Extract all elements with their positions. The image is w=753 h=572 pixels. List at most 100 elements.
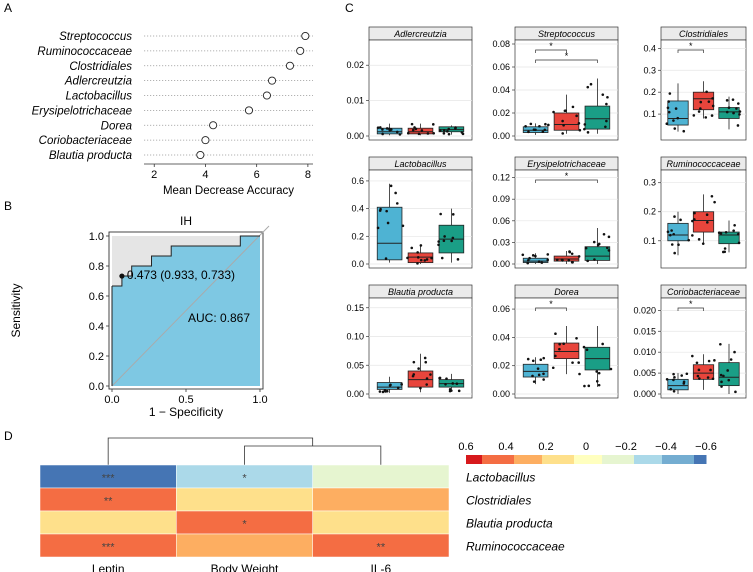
legend-swatch bbox=[622, 455, 627, 464]
data-point bbox=[442, 239, 446, 243]
box-red bbox=[692, 91, 715, 111]
significance-star: * bbox=[242, 473, 247, 485]
legend-swatch bbox=[494, 455, 499, 464]
data-point bbox=[570, 260, 574, 264]
data-point bbox=[669, 387, 673, 391]
significance-label: * bbox=[549, 41, 553, 51]
data-point bbox=[732, 229, 735, 232]
significance-star: ** bbox=[377, 542, 386, 554]
y-tick-label: 0.6 bbox=[351, 176, 364, 186]
data-point bbox=[680, 374, 684, 377]
legend-swatch bbox=[614, 455, 619, 464]
y-tick-label: 0.10 bbox=[346, 332, 364, 342]
legend-swatch bbox=[654, 455, 659, 464]
category-label: Streptococcus bbox=[59, 31, 132, 43]
data-point bbox=[733, 350, 736, 354]
legend-swatch bbox=[518, 455, 523, 464]
y-tick-label: 0.8 bbox=[89, 261, 104, 273]
boxplot-dorea: Dorea 0.00 0.02 0.04 0.06 * bbox=[492, 284, 619, 399]
legend-swatch bbox=[474, 455, 479, 464]
y-tick-label: 0.06 bbox=[492, 304, 510, 314]
roc-upper-region bbox=[112, 236, 260, 286]
x-tick-label: 2 bbox=[151, 169, 157, 181]
data-point bbox=[734, 390, 737, 394]
legend-swatch bbox=[550, 455, 555, 464]
data-point bbox=[604, 125, 607, 129]
boxplot-adlercreutzia: Adlercreutzia 0.00 0.01 0.02 bbox=[346, 26, 473, 141]
data-point bbox=[420, 129, 424, 132]
data-point bbox=[673, 251, 676, 255]
data-point bbox=[416, 256, 420, 259]
data-point bbox=[554, 354, 557, 358]
data-point bbox=[713, 359, 716, 362]
data-point bbox=[673, 215, 676, 218]
panel-label-d: D bbox=[4, 429, 13, 443]
data-point bbox=[400, 383, 403, 386]
data-point bbox=[541, 130, 545, 134]
data-point bbox=[395, 202, 399, 205]
legend-swatch bbox=[702, 455, 707, 464]
data-point bbox=[721, 250, 725, 254]
legend-swatch bbox=[626, 455, 631, 464]
data-point bbox=[597, 383, 601, 387]
heatmap-cell bbox=[312, 510, 450, 535]
significance-star: *** bbox=[102, 473, 116, 485]
legend-swatch bbox=[662, 455, 667, 464]
data-point bbox=[416, 251, 419, 254]
legend-tick-label: 0.6 bbox=[458, 441, 473, 453]
significance-bracket bbox=[535, 49, 567, 53]
data-point bbox=[532, 380, 536, 383]
data-point bbox=[698, 377, 701, 380]
data-point bbox=[412, 360, 416, 364]
x-tick-label: 4 bbox=[202, 169, 208, 181]
auc-label: AUC: 0.867 bbox=[188, 311, 250, 325]
data-point bbox=[705, 90, 708, 94]
data-point bbox=[577, 121, 581, 125]
y-tick-label: 0.02 bbox=[492, 361, 510, 371]
y-tick-label: 0.1 bbox=[643, 236, 656, 246]
data-point bbox=[539, 358, 543, 362]
data-point bbox=[707, 100, 711, 103]
data-point bbox=[605, 246, 609, 250]
data-point bbox=[597, 371, 601, 375]
roc-title: IH bbox=[180, 214, 192, 228]
data-point bbox=[438, 129, 442, 132]
facet-title: Adlercreutzia bbox=[393, 29, 447, 39]
importance-point bbox=[285, 61, 295, 70]
data-point bbox=[398, 133, 402, 136]
boxplot-clostridiales: Clostridiales 0.1 0.2 0.3 0.4 * bbox=[643, 26, 747, 141]
data-point bbox=[682, 129, 686, 133]
y-tick-label: 0.04 bbox=[492, 332, 510, 342]
y-tick-label: 0.005 bbox=[633, 368, 656, 378]
data-point bbox=[727, 106, 731, 109]
facet-title: Coriobacteriaceae bbox=[667, 287, 740, 297]
significance-star: *** bbox=[102, 542, 116, 554]
data-point bbox=[738, 110, 742, 113]
data-point bbox=[699, 100, 703, 104]
box-red bbox=[407, 127, 434, 135]
data-point bbox=[583, 127, 586, 131]
legend-swatch bbox=[502, 455, 507, 464]
data-point bbox=[666, 106, 670, 110]
data-point bbox=[537, 373, 541, 377]
legend-swatch bbox=[658, 455, 663, 464]
data-point bbox=[691, 354, 694, 358]
data-point bbox=[536, 367, 540, 370]
y-tick-label: 0.015 bbox=[633, 326, 656, 336]
legend-swatch bbox=[478, 455, 483, 464]
data-point bbox=[551, 366, 555, 370]
importance-point bbox=[267, 76, 277, 85]
importance-point bbox=[209, 121, 218, 130]
data-point bbox=[426, 132, 430, 135]
data-point bbox=[455, 382, 459, 386]
y-tick-label: 0.0 bbox=[351, 259, 364, 269]
data-point bbox=[693, 211, 696, 215]
y-tick-label: 0.020 bbox=[633, 305, 656, 315]
legend-swatch bbox=[542, 455, 547, 464]
importance-point bbox=[244, 106, 254, 115]
data-point bbox=[558, 342, 561, 346]
box-red bbox=[553, 112, 580, 131]
data-point bbox=[601, 342, 604, 346]
data-point bbox=[546, 253, 550, 256]
